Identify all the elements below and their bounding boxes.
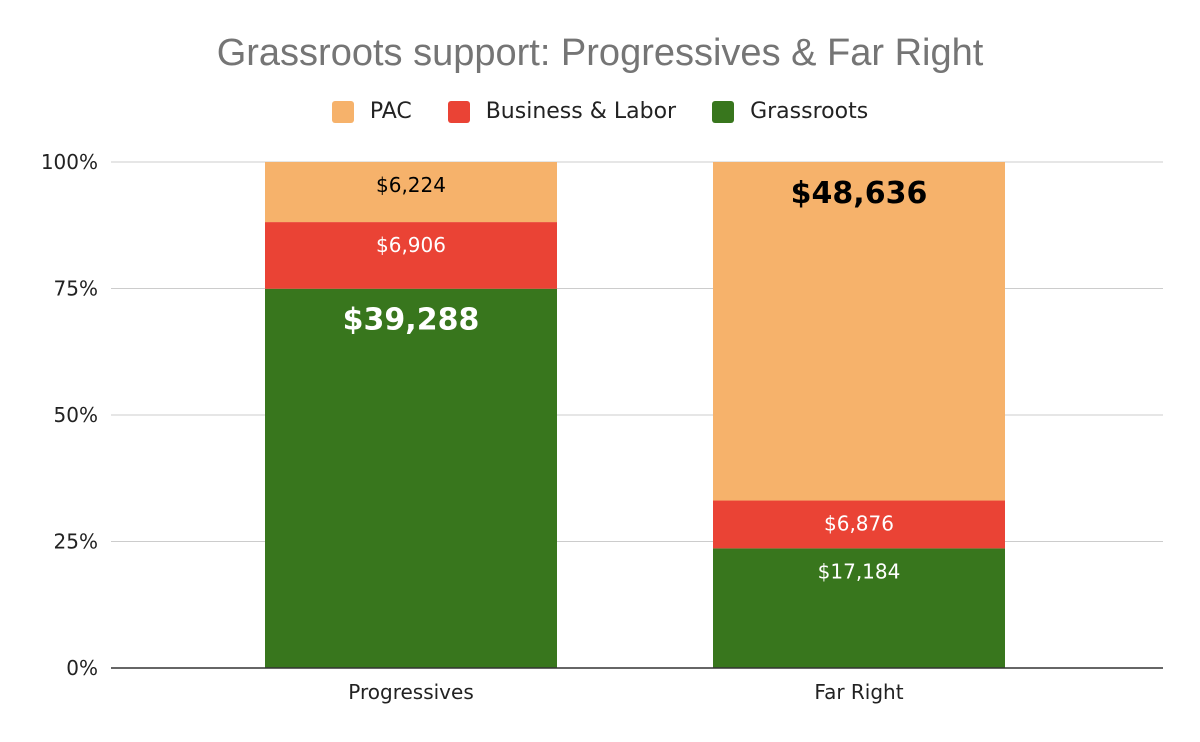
x-tick-label-progressives: Progressives [348, 680, 473, 704]
bar-progressives-grassroots [265, 288, 557, 668]
y-tick-label-4: 100% [41, 150, 98, 174]
bar-far-right-business-labor [713, 500, 1005, 549]
legend-label-pac: PAC [369, 99, 412, 124]
x-tick-label-far-right: Far Right [814, 680, 903, 704]
bar-far-right-pac [713, 162, 1005, 501]
legend-label-business-labor: Business & Labor [485, 99, 677, 124]
legend-swatch-pac [331, 100, 354, 123]
legend-item-grassroots: Grassroots [712, 99, 868, 124]
data-label-far-right-pac: $48,636 [791, 176, 928, 211]
data-label-far-right-business-labor: $6,876 [824, 512, 894, 536]
data-label-progressives-business-labor: $6,906 [376, 233, 446, 257]
data-label-progressives-grassroots: $39,288 [343, 303, 480, 338]
y-tick-label-1: 25% [54, 530, 98, 554]
y-tick-label-3: 75% [54, 277, 98, 301]
y-tick-label-2: 50% [54, 403, 98, 427]
bar-far-right-grassroots [713, 548, 1005, 668]
legend-label-grassroots: Grassroots [750, 99, 869, 124]
legend-swatch-grassroots [712, 100, 735, 123]
chart-title: Grassroots support: Progressives & Far R… [216, 32, 984, 74]
chart-legend: PAC Business & Labor Grassroots [0, 99, 1200, 124]
data-label-progressives-pac: $6,224 [376, 173, 446, 197]
legend-item-business-labor: Business & Labor [447, 99, 677, 124]
bar-progressives-pac [265, 162, 557, 223]
legend-swatch-business-labor [447, 100, 470, 123]
bar-progressives-business-labor [265, 222, 557, 289]
data-label-far-right-grassroots: $17,184 [818, 559, 901, 583]
legend-item-pac: PAC [331, 99, 412, 124]
y-tick-label-0: 0% [66, 656, 98, 680]
